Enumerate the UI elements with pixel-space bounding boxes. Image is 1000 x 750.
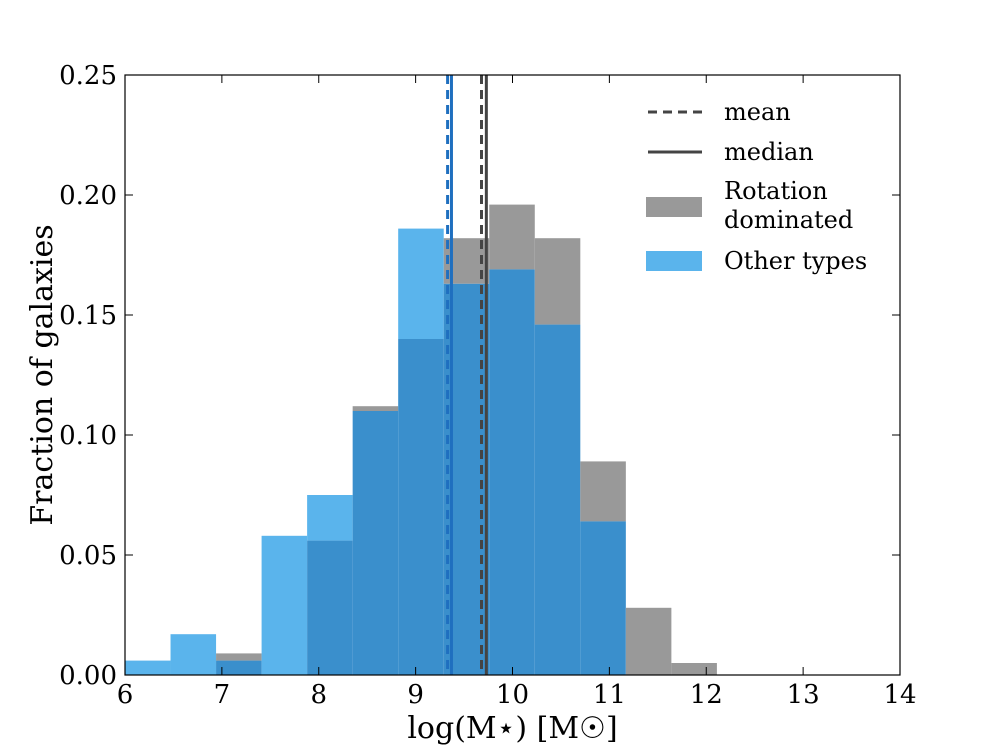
x-tick-label: 11 (593, 680, 626, 710)
histogram-bar (261, 535, 308, 675)
histogram-bar (671, 663, 717, 675)
histogram-bar-overlap (352, 411, 399, 675)
axis-ticks (124, 74, 901, 676)
y-tick-label: 0.00 (59, 661, 117, 691)
histogram-bar (489, 204, 535, 270)
histogram-bar (398, 228, 444, 339)
histogram-bar-overlap (398, 339, 444, 675)
legend-rotation-label-line: Rotation (724, 177, 828, 205)
histogram-bar (580, 461, 626, 522)
axis-tick-labels: 6 7 8 9 10 11 12 13 14 0.00 0.05 0.10 0.15 0.20 0.25 (59, 61, 916, 710)
histogram-bar (170, 634, 217, 675)
legend-other-swatch (646, 251, 702, 271)
y-tick-label: 0.10 (59, 421, 117, 451)
histogram-bar-overlap (489, 269, 535, 675)
histogram-bar-overlap (534, 324, 581, 675)
histogram-bar-overlap (216, 660, 262, 675)
x-tick-label: 6 (117, 680, 134, 710)
legend-mean-label: mean (724, 98, 791, 126)
x-tick-label: 13 (787, 680, 820, 710)
histogram-bar (216, 653, 262, 661)
y-tick-label: 0.20 (59, 181, 117, 211)
x-tick-label: 7 (214, 680, 231, 710)
x-tick-label: 9 (407, 680, 424, 710)
x-tick-label: 14 (883, 680, 916, 710)
legend-rotation-label-line: dominated (724, 206, 853, 234)
histogram-bar (125, 660, 171, 675)
x-tick-label: 10 (496, 680, 529, 710)
y-tick-label: 0.25 (59, 61, 117, 91)
histogram-bar-overlap (307, 540, 353, 675)
x-tick-label: 8 (310, 680, 327, 710)
legend-other-label: Other types (724, 247, 867, 275)
histogram-bar (534, 238, 581, 325)
y-axis-label: Fraction of galaxies (25, 224, 60, 525)
histogram-bar (307, 495, 353, 541)
histogram-bar (352, 406, 399, 411)
mean-median-lines (446, 75, 488, 675)
histogram-bars (125, 204, 717, 675)
x-tick-label: 12 (690, 680, 723, 710)
legend-rotation-label: Rotation dominated (724, 177, 853, 234)
legend: mean median Rotation dominated Other type… (646, 98, 867, 275)
histogram-bar-overlap (580, 521, 626, 675)
legend-median-label: median (724, 138, 814, 166)
x-axis-label: log(M⋆) [M☉] (407, 711, 617, 746)
y-tick-label: 0.05 (59, 541, 117, 571)
histogram-bar (625, 607, 672, 675)
y-tick-label: 0.15 (59, 301, 117, 331)
legend-rotation-swatch (646, 197, 702, 217)
